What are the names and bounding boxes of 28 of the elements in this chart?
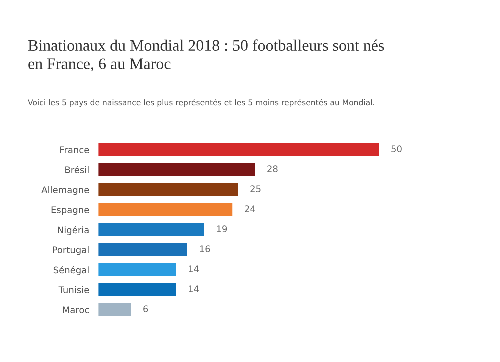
data-label: 24 bbox=[245, 206, 256, 212]
data-label: 14 bbox=[189, 266, 200, 272]
y-tick-label: Portugal bbox=[53, 246, 89, 256]
bar bbox=[98, 222, 206, 238]
data-label: 6 bbox=[144, 306, 148, 312]
bar bbox=[98, 242, 189, 258]
bar bbox=[98, 302, 133, 318]
y-tick-label: Allemagne bbox=[42, 186, 90, 196]
bar bbox=[98, 162, 257, 178]
bar bbox=[98, 262, 178, 278]
y-tick-label: Nigéria bbox=[58, 226, 89, 236]
bar bbox=[98, 282, 178, 298]
y-tick-label: Espagne bbox=[52, 206, 90, 216]
data-label: 16 bbox=[200, 246, 210, 252]
data-label: 19 bbox=[217, 226, 228, 232]
data-label: 28 bbox=[268, 166, 278, 172]
y-tick-label: Tunisie bbox=[58, 286, 90, 294]
data-label: 25 bbox=[250, 186, 261, 192]
y-tick-label: Sénégal bbox=[54, 266, 89, 276]
y-tick-label: France bbox=[60, 146, 90, 154]
chart-title: Binationaux du Mondial 2018 : 50 footballeurs sont nés en France, 6 au Maroc bbox=[28, 40, 384, 72]
data-label: 14 bbox=[189, 286, 200, 292]
bar bbox=[98, 182, 240, 198]
y-tick-label: Brésil bbox=[66, 166, 89, 174]
y-tick-label: Maroc bbox=[63, 306, 90, 314]
bar bbox=[98, 202, 234, 218]
bar bbox=[98, 142, 381, 158]
data-label: 50 bbox=[392, 146, 402, 152]
